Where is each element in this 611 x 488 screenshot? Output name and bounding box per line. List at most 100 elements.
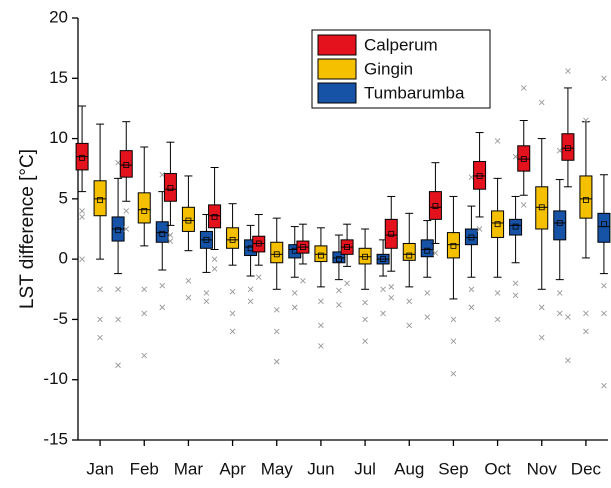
box — [402, 242, 416, 261]
outlier — [520, 202, 527, 208]
mean — [494, 221, 501, 228]
box — [535, 186, 549, 230]
outlier — [123, 208, 130, 214]
outlier — [123, 226, 130, 232]
outlier — [115, 362, 121, 369]
outlier — [538, 99, 545, 106]
outlier — [141, 310, 148, 317]
outlier — [229, 288, 236, 295]
outlier — [512, 292, 519, 299]
legend-label: Calperum — [364, 35, 438, 54]
outlier — [538, 334, 545, 341]
outlier — [185, 294, 192, 301]
y-tick-label: -5 — [53, 309, 68, 328]
mean — [203, 236, 210, 243]
y-axis-label: LST difference [°C] — [17, 149, 38, 309]
mean — [255, 240, 262, 247]
legend-swatch — [317, 58, 357, 80]
outlier — [565, 314, 571, 320]
x-tick-label: Feb — [130, 459, 159, 478]
legend-swatch — [317, 82, 357, 104]
outlier — [565, 357, 571, 364]
outlier — [424, 314, 431, 320]
outlier — [362, 299, 368, 306]
mean — [476, 173, 483, 179]
outlier — [432, 250, 439, 256]
x-tick-label: Oct — [484, 459, 511, 478]
outlier — [97, 334, 103, 341]
outlier — [273, 358, 280, 365]
outlier — [97, 286, 103, 293]
y-tick-label: 5 — [59, 188, 68, 207]
mean — [344, 244, 350, 250]
outlier — [141, 352, 148, 359]
outlier — [159, 282, 166, 289]
outlier — [300, 278, 306, 284]
outlier — [203, 290, 210, 296]
box — [252, 235, 266, 253]
y-tick-label: -15 — [43, 429, 68, 448]
legend-label: Tumbarumba — [364, 83, 465, 102]
outlier — [424, 290, 431, 296]
legend-label: Gingin — [364, 59, 413, 78]
x-tick-label: Jun — [307, 459, 334, 478]
x-tick-label: Jul — [354, 459, 376, 478]
legend-swatch — [317, 34, 357, 56]
box — [137, 192, 151, 224]
box — [163, 173, 177, 202]
y-tick-label: 15 — [49, 68, 68, 87]
outlier — [318, 298, 324, 305]
mean — [79, 154, 85, 161]
outlier — [406, 298, 413, 305]
box — [561, 133, 575, 161]
x-tick-label: Dec — [571, 459, 602, 478]
outlier — [601, 282, 607, 289]
outlier — [556, 310, 563, 317]
outlier — [167, 238, 174, 244]
outlier — [583, 310, 589, 317]
outlier — [203, 298, 210, 305]
outlier — [185, 278, 192, 284]
mean — [318, 252, 324, 259]
box — [384, 218, 398, 249]
box — [464, 228, 478, 246]
outlier — [450, 316, 457, 323]
outlier — [211, 265, 218, 272]
x-tick-label: Aug — [394, 459, 424, 478]
mean — [556, 220, 563, 226]
outlier — [494, 290, 501, 296]
outlier — [601, 310, 607, 317]
outlier — [344, 280, 350, 287]
outlier — [318, 343, 324, 349]
x-tick-label: Mar — [174, 459, 204, 478]
box — [181, 206, 195, 232]
outlier — [362, 316, 368, 323]
outlier — [565, 68, 571, 74]
outlier — [273, 306, 280, 313]
mean — [432, 203, 439, 209]
box — [491, 210, 505, 238]
mean — [583, 197, 589, 203]
outlier — [336, 287, 342, 294]
box — [93, 180, 107, 217]
outlier — [115, 286, 121, 293]
mean — [362, 253, 368, 260]
outlier — [79, 256, 85, 262]
outlier — [362, 338, 368, 344]
mean — [468, 234, 475, 241]
outlier — [159, 304, 166, 311]
outlier — [79, 208, 85, 214]
outlier — [468, 286, 475, 293]
mean — [520, 156, 527, 162]
mean — [185, 217, 192, 224]
y-tick-label: 20 — [49, 7, 68, 26]
outlier — [556, 290, 563, 296]
mean — [538, 204, 545, 211]
x-tick-label: Nov — [527, 459, 558, 478]
x-tick-label: Jan — [86, 459, 113, 478]
outlier — [79, 214, 85, 220]
mean — [388, 230, 395, 237]
box — [226, 227, 240, 249]
mean — [123, 162, 130, 168]
mean — [450, 242, 457, 249]
